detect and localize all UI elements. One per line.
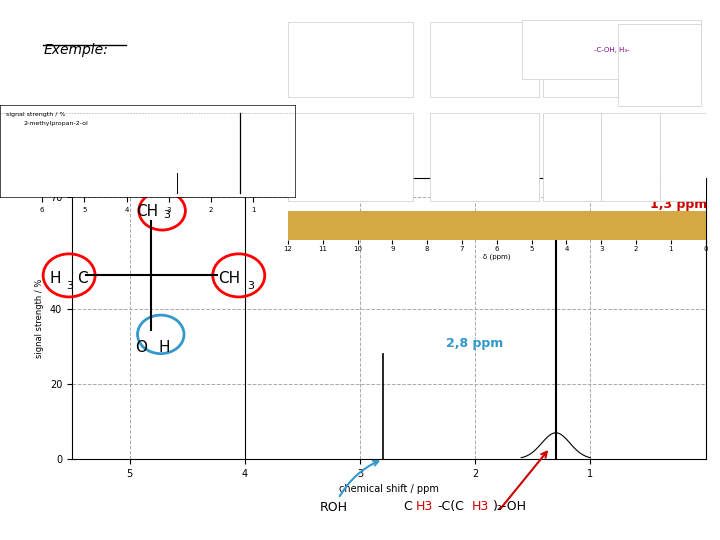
Text: )₂-OH: )₂-OH <box>493 500 527 514</box>
FancyBboxPatch shape <box>522 19 701 79</box>
Text: H3: H3 <box>472 500 489 514</box>
FancyBboxPatch shape <box>660 113 706 201</box>
Text: 3: 3 <box>247 281 254 291</box>
Text: 2,8 ppm: 2,8 ppm <box>446 336 504 350</box>
Text: H3: H3 <box>416 500 433 514</box>
Text: C: C <box>403 500 412 514</box>
Text: C: C <box>77 271 88 286</box>
Text: CH: CH <box>218 271 240 286</box>
FancyBboxPatch shape <box>288 22 413 97</box>
Text: O: O <box>135 340 147 355</box>
FancyBboxPatch shape <box>288 113 413 201</box>
FancyBboxPatch shape <box>601 113 660 201</box>
Text: ROH: ROH <box>320 461 379 515</box>
Y-axis label: signal strength / %: signal strength / % <box>35 279 45 358</box>
FancyBboxPatch shape <box>430 22 539 97</box>
X-axis label: δ (ppm): δ (ppm) <box>483 253 510 260</box>
Text: signal strength / %: signal strength / % <box>6 112 66 117</box>
Text: 2-methylpropan-2-ol: 2-methylpropan-2-ol <box>24 122 89 126</box>
FancyBboxPatch shape <box>543 22 618 97</box>
Text: -C(C: -C(C <box>438 500 464 514</box>
FancyBboxPatch shape <box>430 113 539 201</box>
Text: -C-OH, H₃-: -C-OH, H₃- <box>594 46 629 52</box>
Text: 3: 3 <box>163 210 171 220</box>
Text: CH: CH <box>136 204 158 219</box>
Text: H: H <box>50 271 61 286</box>
FancyBboxPatch shape <box>543 113 601 201</box>
Text: H: H <box>158 340 169 355</box>
Text: Exemple:: Exemple: <box>43 43 108 57</box>
Text: 3: 3 <box>66 281 73 291</box>
Text: 2-méthylpropan-2-ol: 2-méthylpropan-2-ol <box>85 132 292 150</box>
Text: 1,3 ppm: 1,3 ppm <box>650 198 708 211</box>
FancyBboxPatch shape <box>618 24 701 106</box>
X-axis label: chemical shift / ppm: chemical shift / ppm <box>339 484 438 494</box>
